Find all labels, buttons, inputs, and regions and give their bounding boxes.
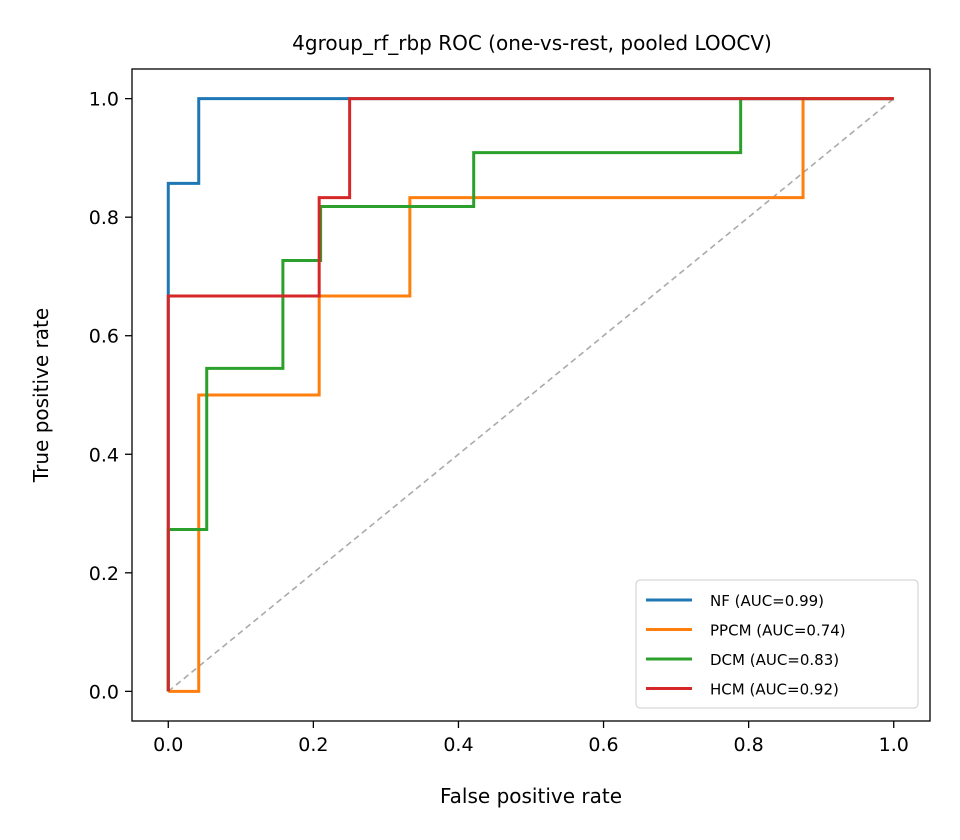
x-axis-ticks: 0.0 0.2 0.4 0.6 0.8 1.0 (153, 721, 909, 756)
plot-frame (131, 68, 931, 722)
legend-label-2: DCM (AUC=0.83) (710, 651, 839, 669)
x-tick-label: 0.6 (588, 734, 618, 756)
y-tick-label: 1.0 (89, 89, 119, 111)
y-tick-label: 0.2 (89, 563, 119, 585)
y-tick-label: 0.6 (89, 326, 119, 348)
series-line-3 (166, 97, 894, 692)
x-tick-label: 1.0 (879, 734, 909, 756)
legend: NF (AUC=0.99) PPCM (AUC=0.74) DCM (AUC=0.8… (635, 579, 919, 709)
chart-title: 4group_rf_rbp ROC (one-vs-rest, pooled L… (292, 31, 772, 55)
x-tick-label: 0.8 (734, 734, 764, 756)
legend-label-3: HCM (AUC=0.92) (710, 681, 839, 699)
x-tick-label: 0.2 (298, 734, 328, 756)
series-line-1 (168, 97, 894, 693)
y-axis-ticks: 0.0 0.2 0.4 0.6 0.8 1.0 (89, 89, 132, 703)
x-tick-label: 0.0 (153, 734, 183, 756)
legend-label-1: PPCM (AUC=0.74) (710, 622, 846, 640)
y-axis-label: True positive rate (29, 308, 53, 483)
y-tick-label: 0.8 (89, 207, 119, 229)
legend-box (635, 579, 919, 709)
x-axis-label: False positive rate (440, 784, 622, 808)
series-layer (166, 97, 894, 693)
y-tick-label: 0.0 (89, 681, 119, 703)
x-tick-label: 0.4 (443, 734, 473, 756)
legend-label-0: NF (AUC=0.99) (710, 592, 824, 610)
y-tick-label: 0.4 (89, 444, 119, 466)
